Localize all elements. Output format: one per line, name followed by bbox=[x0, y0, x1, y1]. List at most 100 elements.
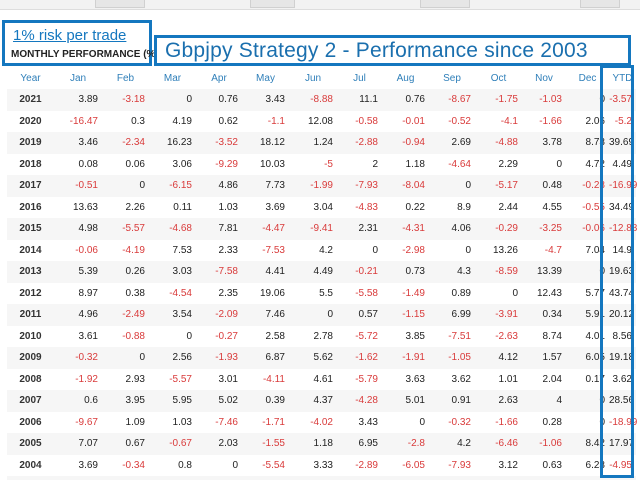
month-cell: -5 bbox=[324, 158, 333, 170]
risk-label-box: 1% risk per trade MONTHLY PERFORMANCE (%… bbox=[2, 20, 159, 66]
month-cell: 0.57 bbox=[337, 304, 382, 326]
month-cell: -0.94 bbox=[382, 132, 429, 154]
month-cell: 5.95 bbox=[149, 390, 196, 412]
month-cell: 2.93 bbox=[125, 373, 145, 385]
month-cell: -0.58 bbox=[355, 115, 378, 127]
cropped-field bbox=[420, 0, 470, 8]
month-cell: -5.58 bbox=[355, 287, 378, 299]
column-header-oct: Oct bbox=[490, 72, 507, 84]
month-cell: 0.89 bbox=[451, 287, 471, 299]
month-cell: 5.39 bbox=[54, 261, 102, 283]
month-cell: 3.04 bbox=[313, 201, 333, 213]
month-cell: -1.99 bbox=[289, 175, 337, 197]
month-cell: 2.29 bbox=[498, 158, 518, 170]
month-cell: -2.89 bbox=[355, 459, 378, 471]
month-cell: 7.04 bbox=[585, 244, 605, 256]
table-row: 2008 -1.92 2.93 -5.57 3.01 -4.11 4.61 -5.79 3.63… bbox=[7, 369, 636, 391]
month-cell: 0 bbox=[512, 287, 518, 299]
month-cell: 7.81 bbox=[196, 218, 242, 240]
month-cell: 6.87 bbox=[242, 347, 289, 369]
column-header-apr: Apr bbox=[211, 72, 227, 84]
month-cell: 1.03 bbox=[172, 416, 192, 428]
month-cell: -2.09 bbox=[196, 304, 242, 326]
month-cell: -7.51 bbox=[448, 330, 471, 342]
table-row: 200300003.65-1.561.331.84-1.956.573.551.… bbox=[7, 476, 636, 480]
month-cell: -1.71 bbox=[262, 416, 285, 428]
year-cell: 2021 bbox=[7, 89, 54, 111]
month-cell: -4.64 bbox=[448, 158, 471, 170]
column-header-ytd: YTD bbox=[612, 72, 633, 84]
month-cell: 11.1 bbox=[337, 89, 382, 111]
month-cell: 4.96 bbox=[54, 304, 102, 326]
month-cell: 3.63 bbox=[405, 373, 425, 385]
performance-table: Year Jan Feb Mar Apr May Jun Jul Aug Sep Oct Nov Dec… bbox=[7, 67, 637, 480]
year-cell: 2013 bbox=[7, 261, 54, 283]
year-cell: 2009 bbox=[7, 347, 54, 369]
month-cell: 5.91 bbox=[566, 304, 609, 326]
month-cell: 1.24 bbox=[289, 132, 337, 154]
month-cell: -7.46 bbox=[215, 416, 238, 428]
column-header-jul: Jul bbox=[353, 72, 366, 84]
month-cell: 0.48 bbox=[522, 175, 566, 197]
year-cell: 2012 bbox=[19, 287, 42, 299]
month-cell: 4.61 bbox=[313, 373, 333, 385]
month-cell: 4.55 bbox=[542, 201, 562, 213]
column-header-feb: Feb bbox=[116, 72, 135, 84]
month-cell: 2.35 bbox=[218, 287, 238, 299]
month-cell: -1.93 bbox=[196, 347, 242, 369]
month-cell: 0.28 bbox=[542, 416, 562, 428]
month-cell: 13.26 bbox=[492, 244, 518, 256]
month-cell: -8.59 bbox=[475, 261, 522, 283]
month-cell: 0.76 bbox=[382, 89, 429, 111]
month-cell: -4.83 bbox=[355, 201, 378, 213]
ytd-cell: 20.12 bbox=[609, 304, 636, 326]
month-cell: 7.07 bbox=[54, 433, 102, 455]
year-cell: 2007 bbox=[7, 390, 54, 412]
cropped-field bbox=[580, 0, 620, 8]
year-cell: 2003 bbox=[7, 476, 54, 480]
ytd-cell: 4.49 bbox=[612, 158, 632, 170]
table-row: 2021 3.89 -3.18 0 0.76 3.43 -8.88 11.1 0.76 -8.67… bbox=[7, 89, 636, 111]
ytd-cell: 19.63 bbox=[609, 261, 636, 283]
table-row: 2011 4.96 -2.49 3.54 -2.09 7.46 0 0.57 -1.15 6.99… bbox=[7, 304, 636, 326]
month-cell: 12.08 bbox=[307, 115, 333, 127]
month-cell: 13.39 bbox=[522, 261, 566, 283]
month-cell: -2.98 bbox=[402, 244, 425, 256]
month-cell: -1.1 bbox=[267, 115, 285, 127]
table-row: 2013 5.39 0.26 3.03 -7.58 4.41 4.49 -0.21 0.73 4.… bbox=[7, 261, 636, 283]
ytd-cell: -4.95 bbox=[609, 459, 632, 471]
year-cell: 2018 bbox=[19, 158, 42, 170]
month-cell: 0 bbox=[465, 244, 471, 256]
month-cell: 0.62 bbox=[218, 115, 238, 127]
month-cell: -0.21 bbox=[337, 261, 382, 283]
table-row: 2018 0.08 0.06 3.06 -9.29 10.03 -5 2 1.18 -4.64 2.… bbox=[7, 154, 636, 176]
month-cell: 2.63 bbox=[475, 390, 522, 412]
ytd-cell: 34.49 bbox=[609, 201, 635, 213]
month-cell: 0 bbox=[289, 304, 337, 326]
month-cell: 1.18 bbox=[289, 433, 337, 455]
month-cell: 18.12 bbox=[242, 132, 289, 154]
column-header-may: May bbox=[256, 72, 275, 84]
month-cell: -4.1 bbox=[500, 115, 518, 127]
month-cell: 0.63 bbox=[542, 459, 562, 471]
month-cell: -0.88 bbox=[122, 330, 145, 342]
month-cell: 3.78 bbox=[522, 132, 566, 154]
month-cell: -1.03 bbox=[522, 89, 566, 111]
month-cell: -4.7 bbox=[544, 244, 562, 256]
ytd-cell: -5.2 bbox=[614, 115, 632, 127]
month-cell: 0.17 bbox=[585, 373, 605, 385]
month-cell: 0 bbox=[599, 416, 605, 428]
month-cell: -0.51 bbox=[54, 175, 102, 197]
month-cell: 2.33 bbox=[218, 244, 238, 256]
month-cell: -5.54 bbox=[262, 459, 285, 471]
month-cell: 5.01 bbox=[382, 390, 429, 412]
month-cell: 4.98 bbox=[54, 218, 102, 240]
month-cell: -3.18 bbox=[102, 89, 149, 111]
month-cell: -4.68 bbox=[149, 218, 196, 240]
month-cell: 0 bbox=[419, 416, 425, 428]
year-cell: 2014 bbox=[19, 244, 42, 256]
month-cell: 3.89 bbox=[54, 89, 102, 111]
ytd-cell: 28.56 bbox=[609, 390, 636, 412]
month-cell: 3.03 bbox=[149, 261, 196, 283]
month-cell: -2.49 bbox=[102, 304, 149, 326]
